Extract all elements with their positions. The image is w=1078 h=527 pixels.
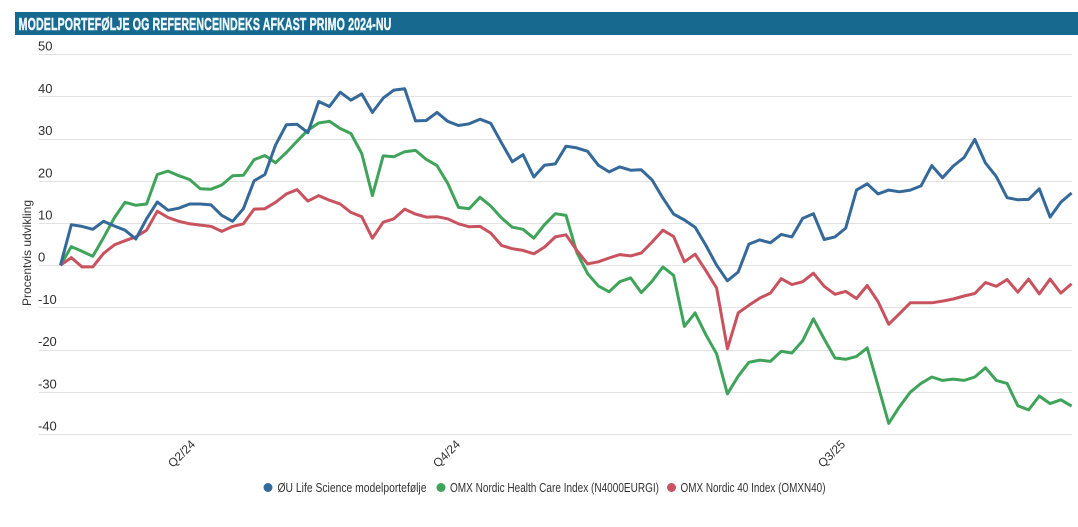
svg-text:0: 0 — [38, 250, 45, 265]
svg-text:-20: -20 — [38, 334, 57, 349]
svg-text:-30: -30 — [38, 376, 57, 391]
svg-text:50: 50 — [38, 39, 52, 54]
svg-text:Q4/24: Q4/24 — [430, 437, 463, 470]
svg-text:ØU Life Science modelportefølj: ØU Life Science modelportefølje — [278, 481, 427, 495]
svg-text:40: 40 — [38, 81, 52, 96]
svg-text:-10: -10 — [38, 292, 57, 307]
svg-text:OMX Nordic Health Care Index (: OMX Nordic Health Care Index (N4000EURGI… — [450, 481, 659, 495]
svg-text:30: 30 — [38, 123, 52, 138]
svg-text:Procentvis udvikling: Procentvis udvikling — [20, 200, 34, 306]
svg-text:10: 10 — [38, 208, 52, 223]
svg-text:-40: -40 — [38, 419, 57, 434]
svg-text:Q3/25: Q3/25 — [815, 437, 848, 470]
svg-text:20: 20 — [38, 165, 52, 180]
svg-text:Q2/24: Q2/24 — [165, 437, 198, 470]
svg-text:OMX Nordic 40 Index (OMXN40): OMX Nordic 40 Index (OMXN40) — [681, 481, 826, 495]
